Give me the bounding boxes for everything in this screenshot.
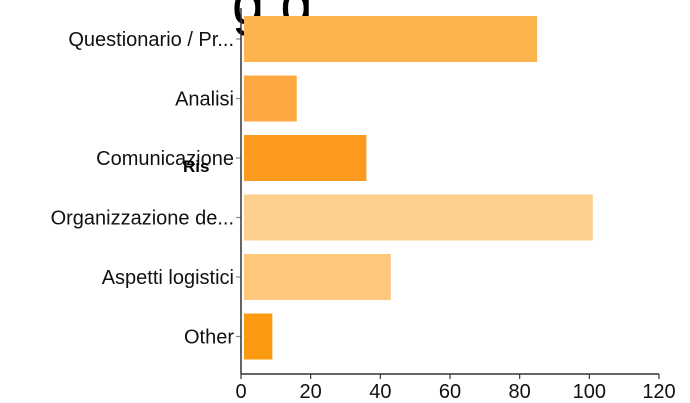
bar-0 <box>244 16 538 62</box>
x-tick-label-1: 20 <box>300 381 322 403</box>
x-tick-label-4: 80 <box>509 381 531 403</box>
category-labels: Questionario / Pr... Analisi Comunicazione… <box>51 29 235 349</box>
x-tick-label-2: 40 <box>369 381 391 403</box>
category-label-2: Comunicazione <box>96 148 234 170</box>
bar-3 <box>244 194 593 241</box>
category-label-0: Questionario / Pr... <box>68 29 234 51</box>
category-label-5: Other <box>184 327 234 349</box>
category-label-1: Analisi <box>175 89 234 111</box>
bar-4 <box>244 254 391 300</box>
bars-group <box>244 16 593 360</box>
overlay-text-fragment: Ris <box>183 157 209 176</box>
x-tick-label-6: 120 <box>642 381 675 403</box>
category-label-4: Aspetti logistici <box>102 267 234 289</box>
category-label-3: Organizzazione de... <box>51 208 234 230</box>
bar-1 <box>244 75 297 122</box>
x-tick-labels: 0 20 40 60 80 100 120 <box>235 381 675 403</box>
x-tick-label-0: 0 <box>235 381 246 403</box>
axes-group <box>236 8 660 379</box>
x-tick-label-3: 60 <box>439 381 461 403</box>
bar-5 <box>244 313 273 360</box>
bar-2 <box>244 135 367 181</box>
x-tick-label-5: 100 <box>573 381 606 403</box>
